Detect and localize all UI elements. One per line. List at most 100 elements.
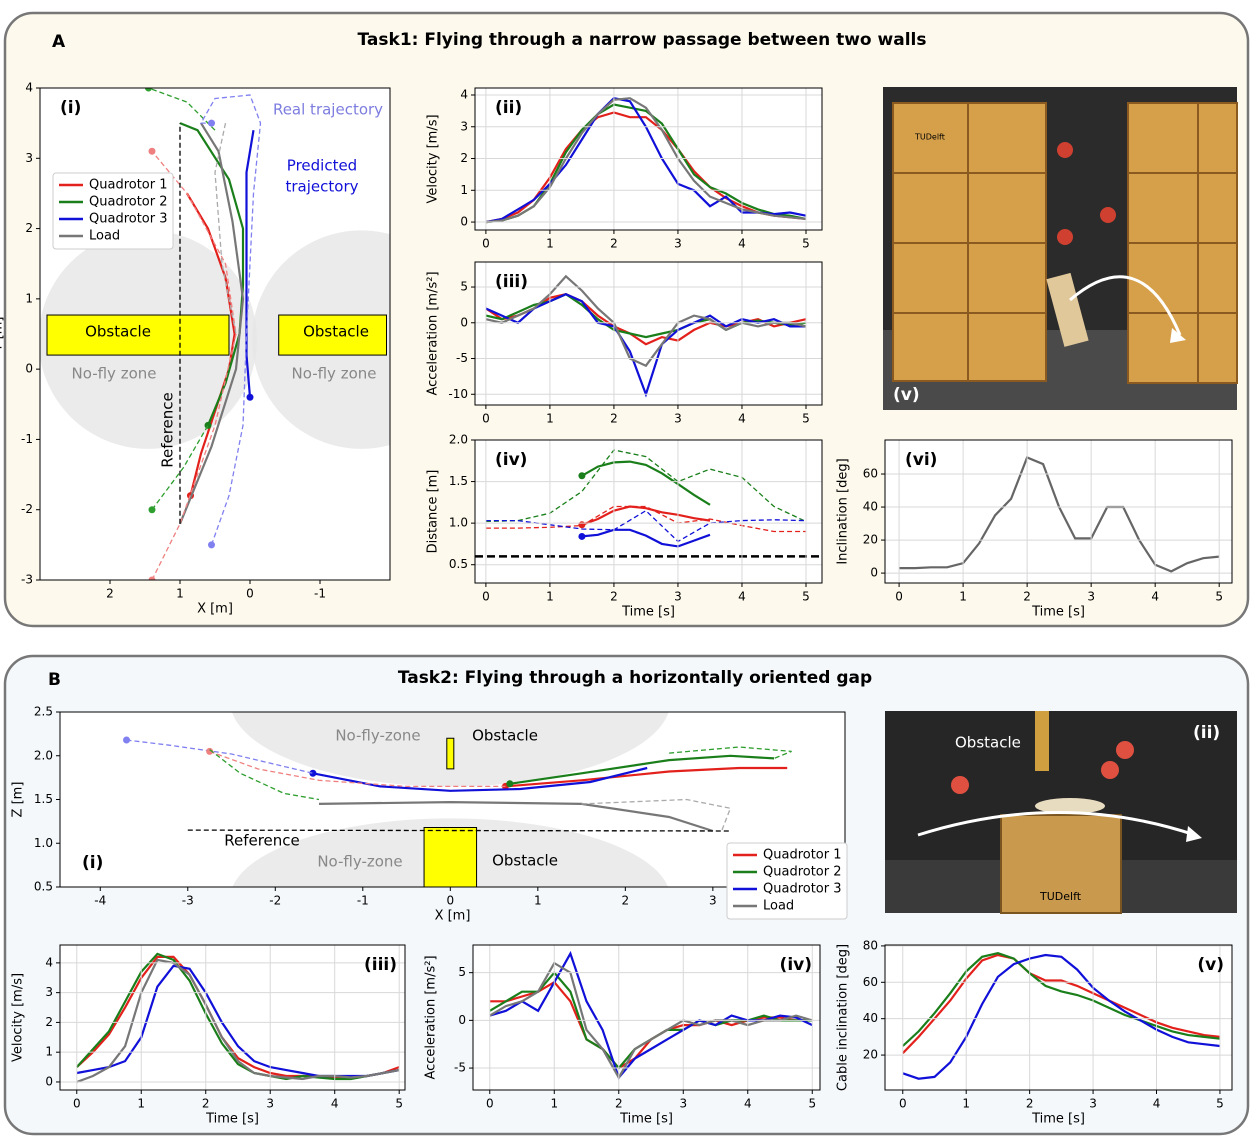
- x-tick-label: 2: [622, 894, 630, 908]
- y-axis-label: Cable inclination [deg]: [836, 944, 851, 1091]
- series-line: [209, 749, 320, 801]
- panel-title: Task2: Flying through a horizontally ori…: [398, 668, 872, 688]
- x-tick-label: 0: [895, 590, 903, 604]
- panel-label: (i): [60, 98, 81, 118]
- axes-frame: [474, 261, 823, 406]
- axes-frame: [472, 944, 821, 1091]
- y-tick-label: 60: [863, 467, 878, 481]
- point-marker: [208, 119, 215, 127]
- axes: 2 1 0 -1 -3 -2 -1 0 1 2 3 4 X [m] Y [m] (i) Obstacle Obs…: [0, 81, 391, 617]
- plot-area: [475, 262, 822, 405]
- panel-label: (iii): [495, 272, 528, 292]
- x-tick-label: 3: [679, 1097, 687, 1111]
- annotation: Real trajectory: [273, 101, 383, 119]
- y-tick-label: 2: [45, 1015, 53, 1029]
- x-tick-label: 4: [1153, 1097, 1161, 1111]
- series-line: [179, 122, 245, 426]
- x-tick-label: 1: [550, 1097, 558, 1111]
- legend-box: [726, 842, 848, 920]
- series-line: [509, 754, 775, 785]
- axes: 0 1 2 3 4 5 -10 -5 0 5 Acceleration [m/s²] (iii): [426, 261, 823, 426]
- y-axis-label: Distance [m]: [426, 470, 441, 554]
- series-line: [485, 449, 807, 523]
- panel-label: (iii): [364, 955, 397, 975]
- y-tick-label: 0: [45, 1074, 53, 1088]
- panel-label: (vi): [905, 450, 937, 470]
- plot-content: [123, 712, 792, 887]
- legend-label: Quadrotor 2: [763, 865, 842, 880]
- series-line: [581, 460, 711, 506]
- y-tick-label: 1: [460, 183, 468, 197]
- x-axis-label: Time [s]: [205, 1112, 259, 1127]
- x-tick-label: 4: [331, 1097, 339, 1111]
- y-tick-label: 0.5: [449, 557, 468, 571]
- y-tick-label: 0: [460, 315, 468, 329]
- axes: 0 1 2 3 4 5 0.5 1.0 1.5 2.0 Time [s] Distance [m] (i…: [426, 433, 823, 620]
- y-axis-label: Z [m]: [11, 782, 26, 818]
- legend-label: Load: [89, 229, 120, 244]
- x-tick-label: 3: [709, 894, 717, 908]
- legend-label: Load: [763, 899, 794, 914]
- legend-label: Quadrotor 3: [89, 212, 168, 227]
- series-line: [187, 829, 731, 832]
- x-tick-label: 5: [1215, 590, 1223, 604]
- series-line: [489, 961, 813, 1080]
- x-tick-label: 5: [1216, 1097, 1224, 1111]
- obstacle: [278, 314, 388, 356]
- series-line: [76, 958, 400, 1084]
- x-axis-label: Time [s]: [1031, 605, 1085, 620]
- y-tick-label: 5: [460, 280, 468, 294]
- x-tick-label: 0: [446, 894, 454, 908]
- y-tick-label: 4: [25, 81, 33, 95]
- y-axis-label: Inclination [deg]: [836, 458, 851, 564]
- x-tick-label: 0: [486, 1097, 494, 1111]
- annotation: Reference: [159, 392, 177, 468]
- axes: 0 1 2 3 4 5 0 1 2 3 4 Velocity [m/s] (ii): [426, 87, 823, 251]
- axes-frame: [884, 944, 1233, 1091]
- y-tick-label: 1: [45, 1045, 53, 1059]
- axes: 0 1 2 3 4 5 0 20 40 60 Time [s] Inclination [deg] (v…: [836, 439, 1233, 620]
- x-tick-label: -1: [357, 894, 369, 908]
- annotation: Reference: [224, 832, 300, 850]
- annotation: Predicted: [287, 157, 357, 175]
- panel-letter: A: [52, 32, 66, 52]
- legend-label: Quadrotor 2: [89, 195, 168, 210]
- y-tick-label: 0: [460, 215, 468, 229]
- series-line: [485, 274, 807, 368]
- axes-frame: [474, 439, 823, 584]
- x-tick-label: 5: [808, 1097, 816, 1111]
- y-tick-label: 4: [45, 955, 53, 969]
- annotation: Obstacle: [85, 323, 151, 341]
- annotation: No-fly zone: [72, 365, 157, 383]
- point-marker: [148, 147, 156, 155]
- x-axis-label: X [m]: [435, 909, 471, 924]
- series-line: [245, 130, 255, 398]
- x-tick-label: -1: [314, 587, 326, 601]
- series-line: [209, 750, 506, 788]
- axes: 0 1 2 3 4 5 20 40 60 80 Time [s] Cable inclination …: [836, 938, 1233, 1127]
- x-tick-label: 1: [534, 894, 542, 908]
- y-tick-label: -2: [21, 502, 33, 516]
- plot-content: [40, 88, 390, 580]
- plot-content: [475, 449, 822, 558]
- x-axis-label: Time [s]: [621, 605, 675, 620]
- y-tick-label: 3: [45, 985, 53, 999]
- point-marker: [578, 472, 586, 480]
- annotation: No-fly-zone: [317, 853, 402, 871]
- x-tick-label: 2: [1026, 1097, 1034, 1111]
- series-line: [178, 122, 245, 525]
- obstacle: [46, 314, 230, 356]
- x-tick-label: 3: [674, 590, 682, 604]
- x-tick-label: 4: [738, 590, 746, 604]
- y-tick-label: 1.0: [449, 516, 468, 530]
- point-marker: [148, 576, 156, 580]
- photo: Obstacle (ii) TUDelft: [885, 711, 1237, 914]
- x-tick-label: 3: [1089, 1097, 1097, 1111]
- obstacle: [423, 827, 478, 887]
- point-marker: [148, 506, 156, 514]
- x-tick-label: 2: [106, 587, 114, 601]
- y-axis-label: Acceleration [m/s²]: [426, 271, 441, 395]
- point-marker: [246, 393, 254, 401]
- series-line: [485, 97, 807, 224]
